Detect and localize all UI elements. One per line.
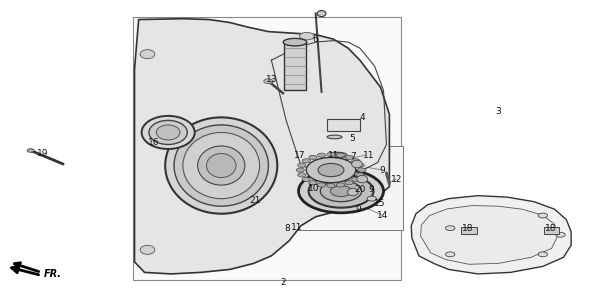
Text: 9: 9 — [355, 205, 361, 214]
Bar — [133, 17, 401, 280]
Bar — [461, 227, 477, 234]
Text: 5: 5 — [349, 134, 355, 143]
Text: 7: 7 — [350, 152, 356, 161]
Ellipse shape — [142, 116, 195, 149]
Text: 10: 10 — [308, 184, 320, 193]
Text: 15: 15 — [373, 199, 385, 208]
Ellipse shape — [156, 125, 180, 140]
Text: 20: 20 — [354, 185, 366, 194]
Bar — [284, 42, 306, 90]
Circle shape — [317, 183, 326, 187]
Circle shape — [302, 177, 310, 182]
Ellipse shape — [140, 50, 155, 59]
Circle shape — [345, 181, 353, 185]
Text: 8: 8 — [284, 224, 290, 233]
Text: 17: 17 — [294, 150, 306, 160]
Ellipse shape — [198, 146, 245, 185]
Circle shape — [352, 159, 360, 163]
Ellipse shape — [327, 135, 342, 139]
Circle shape — [356, 173, 364, 177]
Polygon shape — [421, 206, 558, 264]
Ellipse shape — [149, 120, 188, 144]
Text: 14: 14 — [376, 211, 388, 220]
Circle shape — [358, 168, 366, 172]
Ellipse shape — [183, 132, 260, 199]
Circle shape — [320, 181, 362, 202]
Text: 4: 4 — [360, 113, 366, 122]
Text: 6: 6 — [313, 35, 319, 44]
Circle shape — [298, 163, 306, 167]
Text: 12: 12 — [391, 175, 402, 184]
Text: 18: 18 — [462, 224, 474, 233]
Circle shape — [352, 177, 360, 182]
Circle shape — [538, 252, 548, 257]
Text: 21: 21 — [249, 196, 261, 205]
Circle shape — [298, 173, 306, 177]
Ellipse shape — [174, 125, 268, 206]
Circle shape — [309, 181, 317, 185]
Ellipse shape — [165, 117, 277, 214]
Text: 11: 11 — [363, 150, 375, 160]
Circle shape — [538, 213, 548, 218]
Bar — [288, 146, 403, 230]
Circle shape — [367, 196, 376, 201]
Bar — [327, 119, 360, 131]
Circle shape — [306, 157, 356, 183]
Circle shape — [27, 149, 34, 152]
Circle shape — [556, 232, 565, 237]
Circle shape — [445, 252, 455, 257]
Circle shape — [302, 159, 310, 163]
Circle shape — [318, 163, 344, 177]
Text: 3: 3 — [496, 107, 502, 116]
Ellipse shape — [329, 152, 347, 158]
Ellipse shape — [140, 245, 155, 254]
Ellipse shape — [352, 160, 362, 168]
Circle shape — [296, 168, 304, 172]
Polygon shape — [411, 196, 571, 274]
Text: 13: 13 — [266, 75, 277, 84]
Circle shape — [327, 184, 335, 188]
Ellipse shape — [206, 154, 236, 178]
Circle shape — [317, 153, 326, 157]
Circle shape — [336, 183, 345, 187]
Circle shape — [264, 79, 273, 84]
Circle shape — [309, 155, 317, 160]
Circle shape — [327, 152, 335, 157]
Circle shape — [330, 186, 352, 197]
Ellipse shape — [357, 175, 368, 183]
Bar — [544, 227, 559, 234]
Ellipse shape — [317, 11, 326, 17]
Text: 9: 9 — [379, 166, 385, 175]
Circle shape — [356, 163, 364, 167]
Text: 11: 11 — [327, 150, 339, 160]
Text: FR.: FR. — [44, 269, 63, 279]
Circle shape — [299, 169, 384, 213]
Circle shape — [445, 226, 455, 231]
Circle shape — [345, 155, 353, 160]
Polygon shape — [135, 19, 389, 274]
Circle shape — [336, 153, 345, 157]
Text: 19: 19 — [37, 149, 48, 158]
Text: 9: 9 — [369, 185, 375, 194]
Ellipse shape — [283, 38, 307, 46]
Text: 18: 18 — [545, 224, 557, 233]
Text: 2: 2 — [280, 278, 286, 287]
Text: 11: 11 — [291, 223, 303, 232]
Circle shape — [309, 175, 373, 208]
Ellipse shape — [348, 188, 358, 196]
Text: 16: 16 — [148, 138, 159, 147]
Ellipse shape — [299, 33, 314, 40]
